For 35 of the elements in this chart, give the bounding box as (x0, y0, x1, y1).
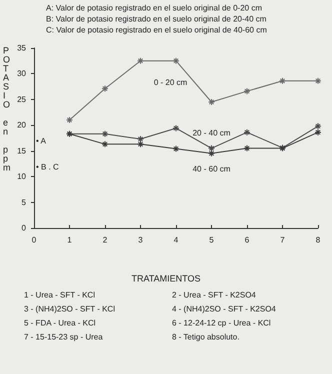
annotation: • A (36, 136, 47, 146)
y-tick-label: 35 (17, 44, 27, 52)
annotation: • B . C (36, 162, 60, 172)
text: 7 - 15-15-23 sp - Urea (24, 332, 104, 342)
text: C: Valor de potasio registrado en el suelo original de 40-60 cm (46, 26, 268, 34)
text: 3 - (NH4)2SO - SFT - KCl (24, 304, 116, 314)
y-tick-label: 10 (17, 172, 27, 182)
x-tick-label: 1 (67, 236, 72, 244)
y-tick-label: 30 (17, 69, 27, 78)
text: A: Valor de potasio registrado en el suelo original de 0-20 cm (46, 4, 262, 12)
text: 2 - Urea - SFT - K2SO4 (172, 290, 256, 300)
y-tick-label: 15 (17, 146, 27, 156)
text: 8 - Tetigo absoluto. (172, 332, 240, 342)
x-tick-label: 0 (32, 236, 37, 244)
text: 5 - FDA - Urea - KCl (24, 318, 96, 328)
x-tick-label: 8 (316, 236, 321, 244)
series-label: 0 - 20 cm (154, 78, 188, 87)
y-tick-label: 20 (17, 120, 27, 130)
x-tick-label: 5 (209, 236, 214, 244)
series-label: 20 - 40 cm (192, 128, 231, 138)
x-tick-label: 7 (280, 236, 286, 244)
y-tick-label: 25 (17, 94, 27, 104)
x-tick-label: 3 (138, 236, 144, 244)
x-tick-label: 4 (174, 236, 179, 244)
text: 1 - Urea - SFT - KCl (24, 290, 96, 300)
x-tick-label: 6 (244, 236, 250, 244)
y-tick-label: 5 (22, 198, 27, 207)
text: B: Valor de potasio registrado en el suelo original de 20-40 cm (46, 14, 267, 24)
text: POTASIO en ppm (3, 46, 10, 172)
text: 6 - 12-24-12 cp - Urea - KCl (172, 318, 271, 328)
text: TRATAMIENTOS (132, 274, 201, 284)
series-label: 40 - 60 cm (192, 164, 231, 174)
y-tick-label: 0 (22, 224, 27, 232)
text: 4 - (NH4)2SO - SFT - K2SO4 (172, 304, 276, 314)
x-tick-label: 2 (102, 236, 108, 244)
